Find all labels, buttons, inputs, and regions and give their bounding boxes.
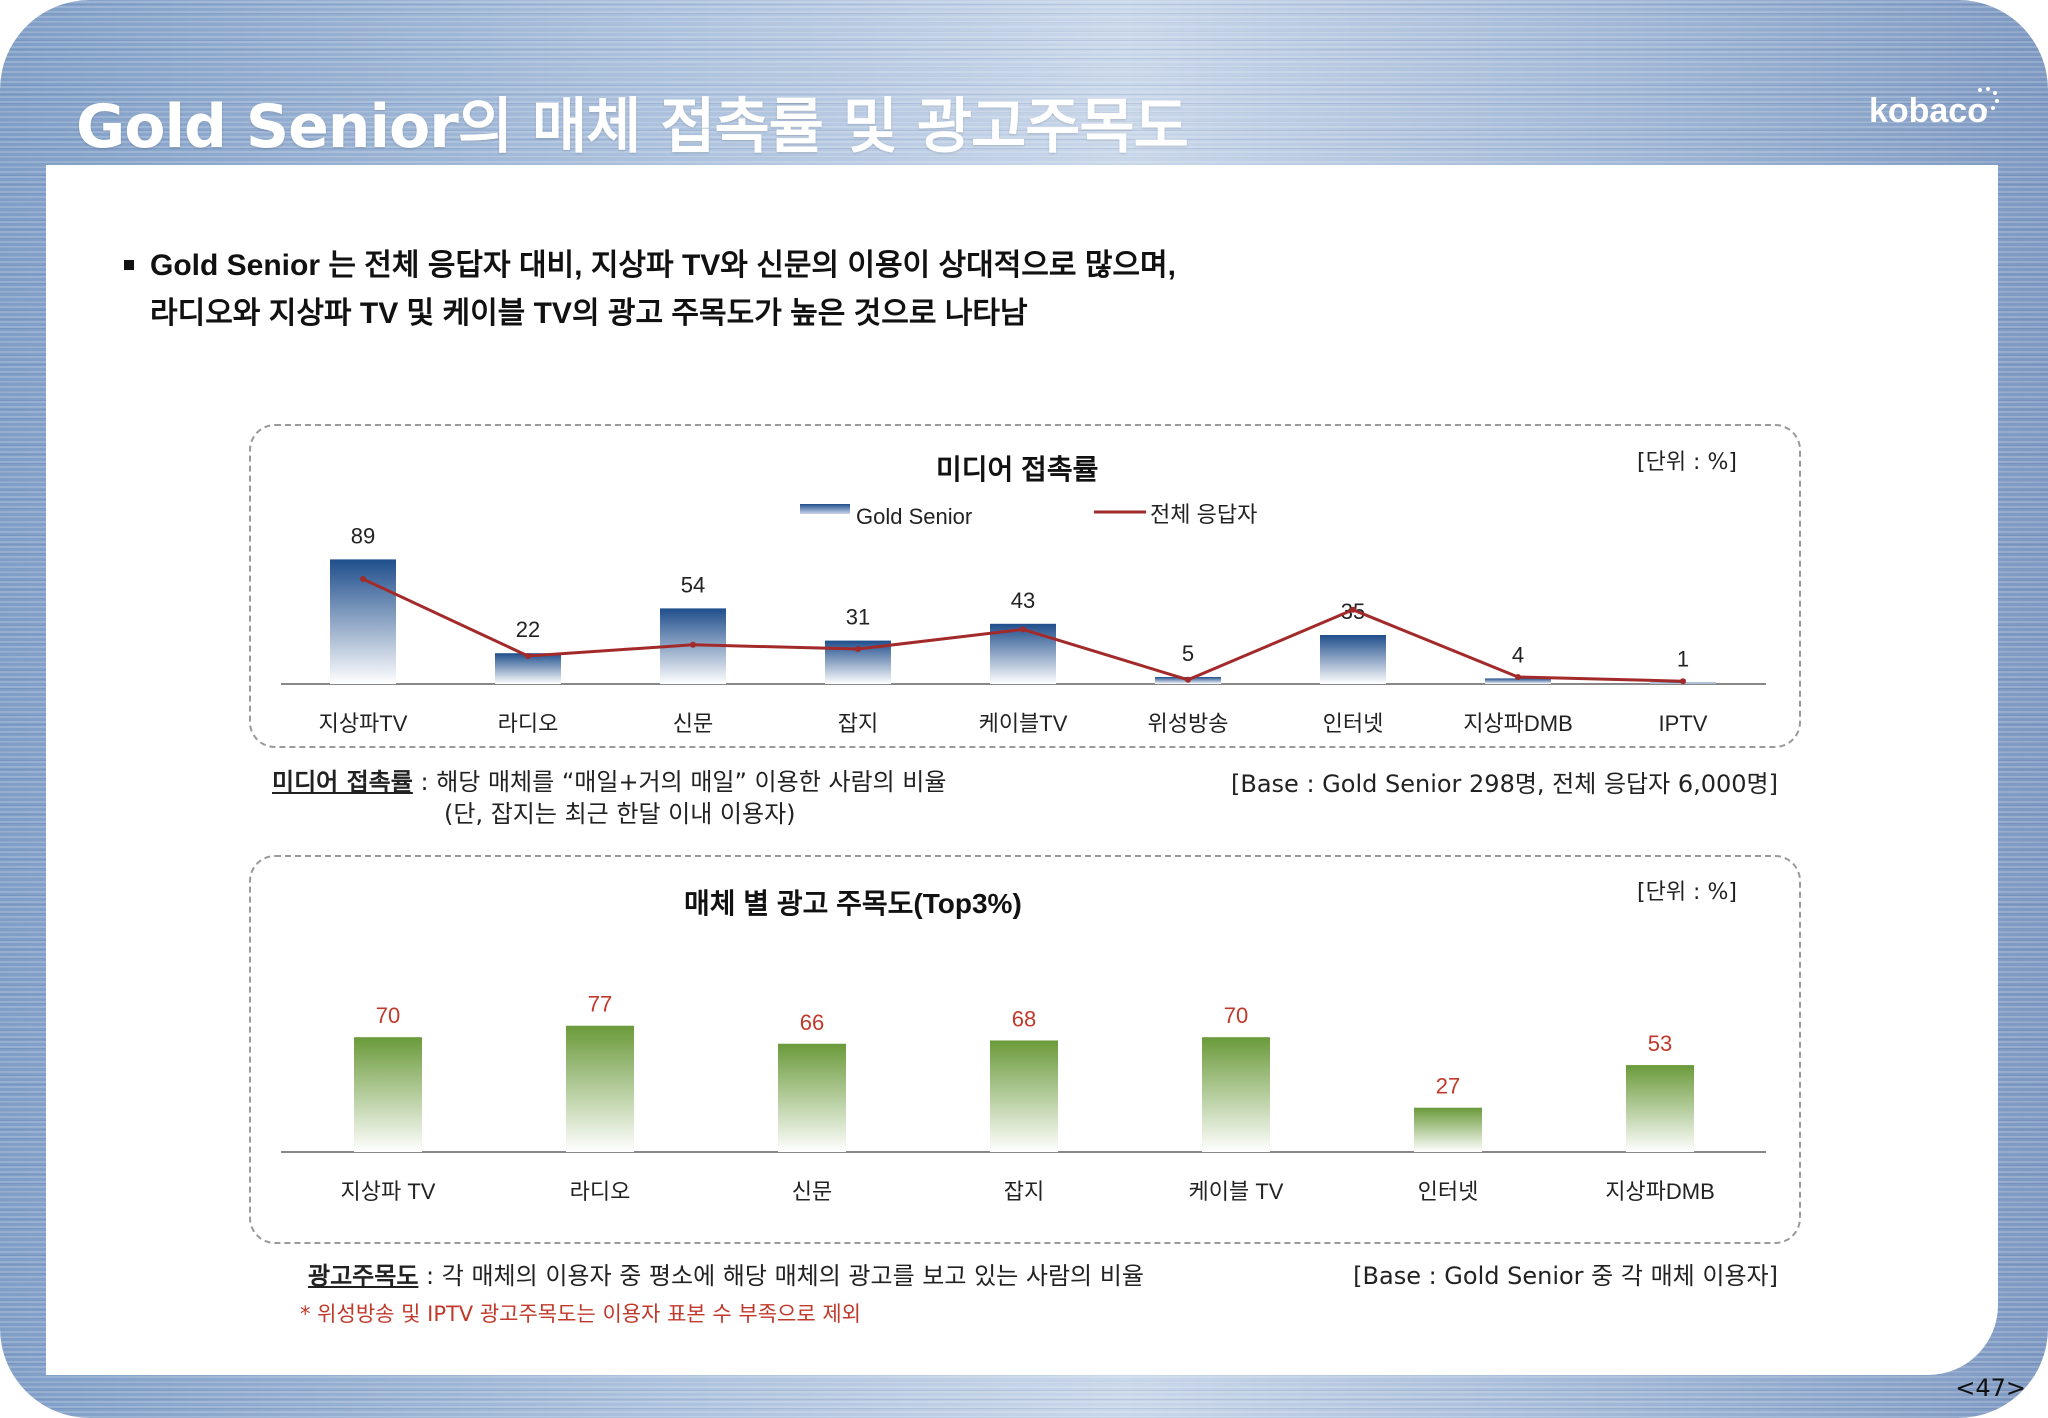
chart1-category-label: IPTV: [1659, 711, 1708, 736]
chart1-bar-value: 22: [516, 617, 540, 642]
chart1-line-point: [1515, 674, 1521, 680]
chart2-bar-value: 27: [1436, 1074, 1460, 1099]
chart2-category-label: 라디오: [570, 1179, 631, 1204]
chart1-line-point: [525, 653, 531, 659]
chart1-line-point: [1020, 626, 1026, 633]
chart1-category-label: 인터넷: [1323, 711, 1384, 736]
chart2-category-label: 인터넷: [1418, 1179, 1479, 1204]
chart2-bar: [354, 1037, 422, 1152]
chart2-bar-value: 70: [1224, 1003, 1248, 1028]
intro-line-2: 라디오와 지상파 TV 및 케이블 TV의 광고 주목도가 높은 것으로 나타남: [150, 297, 1028, 330]
media-term: 미디어 접촉률: [272, 768, 413, 796]
bullet-icon: [124, 260, 134, 270]
chart2-category-label: 잡지: [1004, 1179, 1044, 1204]
intro-text: Gold Senior 는 전체 응답자 대비, 지상파 TV와 신문의 이용이…: [124, 242, 1176, 338]
chart1-bar: [990, 623, 1056, 684]
ad-term: 광고주목도: [308, 1262, 419, 1290]
chart1-category-label: 신문: [673, 711, 713, 736]
chart1-category-label: 지상파DMB: [1463, 711, 1573, 736]
chart1-category-label: 케이블TV: [979, 711, 1068, 736]
chart1-line-point: [360, 576, 366, 582]
chart1-bar-value: 1: [1677, 647, 1689, 672]
chart1-bar-value: 5: [1182, 641, 1194, 666]
media-note-2: (단, 잡지는 최근 한달 이내 이용자): [444, 800, 796, 828]
chart1-category-label: 지상파TV: [319, 711, 408, 736]
chart1-bar-value: 89: [351, 523, 375, 548]
chart2-bar: [990, 1040, 1058, 1152]
chart2-bar-value: 77: [588, 992, 612, 1017]
chart2-bar: [1202, 1037, 1270, 1152]
chart2-bar: [566, 1025, 634, 1152]
chart2-bar-value: 70: [376, 1003, 400, 1028]
chart2-bar-value: 53: [1648, 1031, 1672, 1056]
chart2-category-label: 케이블 TV: [1189, 1179, 1284, 1204]
legend-gold-senior-label: Gold Senior: [856, 504, 972, 529]
chart1-title: 미디어 접촉률: [936, 454, 1099, 485]
chart1-bar-value: 4: [1512, 642, 1524, 667]
chart2-unit: [단위 : %]: [1637, 880, 1737, 905]
kobaco-logo: kobaco: [1868, 92, 1988, 130]
ad-attention-chart-box: [249, 855, 1801, 1244]
chart1-line-point: [1185, 676, 1191, 683]
ad-base: [Base : Gold Senior 중 각 매체 이용자]: [1353, 1262, 1778, 1290]
chart2-bar: [1414, 1107, 1482, 1152]
chart1-bar: [1485, 678, 1551, 684]
media-contact-chart-box: [249, 424, 1801, 748]
chart2-bar: [778, 1043, 846, 1152]
legend-gold-senior-swatch: [800, 504, 850, 514]
chart1-bar-value: 43: [1011, 588, 1035, 613]
chart2-bar-value: 68: [1012, 1006, 1036, 1031]
media-base: [Base : Gold Senior 298명, 전체 응답자 6,000명]: [1231, 770, 1778, 798]
chart1-bar: [1320, 635, 1386, 684]
chart2-bar: [1626, 1065, 1694, 1152]
chart2-category-label: 신문: [792, 1179, 832, 1204]
chart2-title: 매체 별 광고 주목도(Top3%): [684, 888, 1022, 919]
page-title: Gold Senior의 매체 접촉률 및 광고주목도: [76, 92, 1189, 162]
chart1-line-point: [690, 641, 696, 648]
chart1-line-point: [1350, 606, 1356, 613]
chart1-bar-value: 31: [846, 605, 870, 630]
chart1-line-point: [1680, 678, 1686, 685]
legend-total-label: 전체 응답자: [1150, 502, 1257, 527]
ad-exclusion-note: * 위성방송 및 IPTV 광고주목도는 이용자 표본 수 부족으로 제외: [300, 1302, 861, 1326]
media-note: 미디어 접촉률 : 해당 매체를 “매일+거의 매일” 이용한 사람의 비율: [272, 762, 946, 797]
chart2-category-label: 지상파 TV: [341, 1179, 436, 1204]
chart1-unit: [단위 : %]: [1637, 450, 1737, 475]
chart1-bar-value: 54: [681, 572, 705, 597]
ad-note: 광고주목도 : 각 매체의 이용자 중 평소에 해당 매체의 광고를 보고 있는…: [308, 1256, 1144, 1291]
logo-dots-icon: [1978, 87, 1999, 112]
chart1-line-point: [855, 646, 861, 652]
chart1-category-label: 잡지: [838, 711, 878, 736]
ad-def: : 각 매체의 이용자 중 평소에 해당 매체의 광고를 보고 있는 사람의 비…: [418, 1262, 1144, 1290]
intro-line-1: Gold Senior 는 전체 응답자 대비, 지상파 TV와 신문의 이용이…: [150, 249, 1176, 282]
media-def: : 해당 매체를 “매일+거의 매일” 이용한 사람의 비율: [412, 768, 947, 796]
chart1-category-label: 라디오: [498, 711, 559, 736]
chart2-category-label: 지상파DMB: [1605, 1179, 1715, 1204]
chart1-category-label: 위성방송: [1148, 711, 1229, 736]
page-number: <47>: [1955, 1374, 2026, 1402]
chart2-bar-value: 66: [800, 1010, 824, 1035]
